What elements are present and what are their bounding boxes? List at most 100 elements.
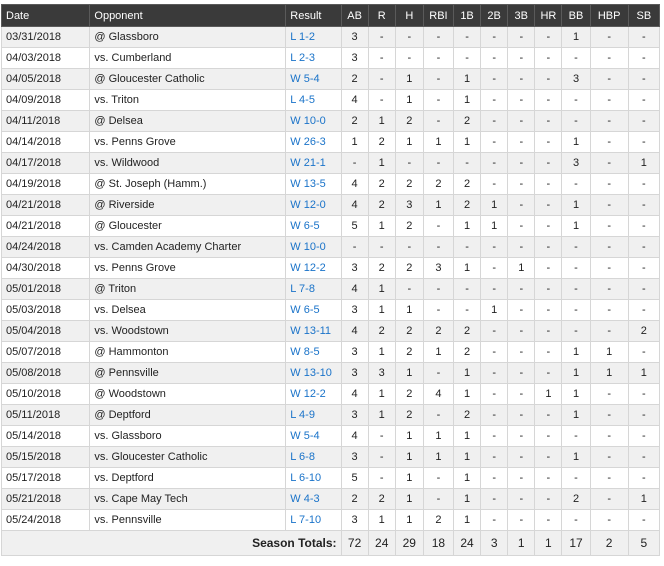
- stat-hbp: -: [589, 404, 629, 426]
- stat-h: 1: [394, 467, 424, 489]
- game-result-link[interactable]: W 10-0: [290, 115, 326, 127]
- game-result-link[interactable]: L 7-10: [290, 514, 322, 526]
- game-result-link[interactable]: L 4-5: [290, 94, 315, 106]
- column-header-2b: 2B: [480, 4, 509, 27]
- stat-hr: -: [534, 341, 563, 363]
- game-opponent: @ Hammonton: [89, 341, 287, 363]
- stat-sb: -: [627, 26, 661, 48]
- stat-1b: 1: [452, 488, 482, 510]
- game-result-link[interactable]: L 6-8: [290, 451, 315, 463]
- stat-3b: -: [507, 152, 536, 174]
- game-result-link[interactable]: W 13-11: [290, 325, 332, 337]
- column-header-result: Result: [285, 4, 342, 27]
- stat-rbi: 2: [422, 173, 455, 195]
- game-result-link[interactable]: L 7-8: [290, 283, 315, 295]
- stat-2b: -: [480, 47, 509, 69]
- stat-1b: -: [452, 152, 482, 174]
- table-row: 05/03/2018 vs. Delsea W 6-5 3 1 1- -1- - - - -: [0, 299, 661, 321]
- total-r: 24: [367, 530, 396, 556]
- stat-1b: 2: [452, 110, 482, 132]
- game-result-link[interactable]: W 8-5: [290, 346, 320, 358]
- stat-1b: 2: [452, 404, 482, 426]
- stat-bb: 1: [561, 194, 591, 216]
- stat-rbi: -: [422, 278, 455, 300]
- column-header-r: R: [367, 4, 396, 27]
- stat-2b: -: [480, 152, 509, 174]
- game-result-link[interactable]: W 13-10: [290, 367, 332, 379]
- game-result-cell: L 7-10: [285, 509, 342, 531]
- stat-bb: 1: [561, 446, 591, 468]
- stat-2b: -: [480, 236, 509, 258]
- stat-2b: -: [480, 173, 509, 195]
- stat-ab: 3: [340, 257, 369, 279]
- stat-hbp: -: [589, 488, 629, 510]
- stat-sb: -: [627, 257, 661, 279]
- game-result-link[interactable]: W 12-0: [290, 199, 326, 211]
- game-result-link[interactable]: W 5-4: [290, 73, 320, 85]
- stat-bb: -: [561, 299, 591, 321]
- column-header-3b: 3B: [507, 4, 536, 27]
- game-date: 04/24/2018: [0, 236, 91, 258]
- table-header: Date Opponent Result AB R H RBI 1B 2B 3B HR BB HBP SB: [0, 4, 661, 27]
- game-result-link[interactable]: W 12-2: [290, 388, 326, 400]
- table-row: 05/21/2018 vs. Cape May Tech W 4-3 2 2 1-1- - -…: [0, 488, 661, 510]
- table-row: 04/03/2018 vs. Cumberland L 2-3 3- - - - - - - - - -: [0, 47, 661, 69]
- stat-ab: 3: [340, 404, 369, 426]
- stat-rbi: 3: [422, 257, 455, 279]
- stat-hbp: -: [589, 446, 629, 468]
- game-result-link[interactable]: L 6-10: [290, 472, 322, 484]
- stat-h: -: [394, 152, 424, 174]
- game-result-link[interactable]: W 26-3: [290, 136, 326, 148]
- stat-r: 1: [367, 404, 396, 426]
- game-opponent: vs. Penns Grove: [89, 257, 287, 279]
- stat-bb: -: [561, 320, 591, 342]
- game-opponent: vs. Camden Academy Charter: [89, 236, 287, 258]
- stat-3b: -: [507, 446, 536, 468]
- game-result-link[interactable]: L 1-2: [290, 31, 315, 43]
- game-date: 05/08/2018: [0, 362, 91, 384]
- game-result-cell: W 13-10: [285, 362, 342, 384]
- stat-sb: -: [627, 236, 661, 258]
- game-result-link[interactable]: W 10-0: [290, 241, 326, 253]
- stat-rbi: -: [422, 299, 455, 321]
- stat-1b: 1: [452, 257, 482, 279]
- game-result-link[interactable]: W 13-5: [290, 178, 326, 190]
- game-date: 05/11/2018: [0, 404, 91, 426]
- game-opponent: @ Triton: [89, 278, 287, 300]
- stat-r: -: [367, 89, 396, 111]
- stat-h: 1: [394, 488, 424, 510]
- stat-3b: -: [507, 299, 536, 321]
- game-result-link[interactable]: W 12-2: [290, 262, 326, 274]
- column-header-ab: AB: [340, 4, 369, 27]
- game-result-link[interactable]: L 2-3: [290, 52, 315, 64]
- stat-1b: -: [452, 299, 482, 321]
- table-row: 05/14/2018 vs. Glassboro W 5-4 4-1 1 1- - - - - -: [0, 425, 661, 447]
- stat-sb: -: [627, 278, 661, 300]
- stat-hr: -: [534, 320, 563, 342]
- game-result-link[interactable]: W 6-5: [290, 304, 320, 316]
- stat-hbp: -: [589, 215, 629, 237]
- game-date: 04/03/2018: [0, 47, 91, 69]
- game-result-link[interactable]: W 4-3: [290, 493, 320, 505]
- stat-hbp: -: [589, 194, 629, 216]
- game-opponent: @ Woodstown: [89, 383, 287, 405]
- game-result-link[interactable]: W 5-4: [290, 430, 320, 442]
- game-result-link[interactable]: L 4-9: [290, 409, 315, 421]
- stat-hbp: -: [589, 320, 629, 342]
- game-result-cell: L 2-3: [285, 47, 342, 69]
- game-opponent: vs. Deptford: [89, 467, 287, 489]
- game-result-link[interactable]: W 21-1: [290, 157, 326, 169]
- game-date: 05/01/2018: [0, 278, 91, 300]
- stat-3b: -: [507, 68, 536, 90]
- total-sb: 5: [627, 530, 661, 556]
- stat-3b: -: [507, 236, 536, 258]
- game-result-cell: W 10-0: [285, 236, 342, 258]
- table-body: 03/31/2018 @ Glassboro L 1-2 3- - - - - - -1- -04/…: [0, 26, 661, 531]
- game-date: 05/24/2018: [0, 509, 91, 531]
- game-result-link[interactable]: W 6-5: [290, 220, 320, 232]
- stat-hbp: -: [589, 236, 629, 258]
- stat-1b: 2: [452, 194, 482, 216]
- column-header-sb: SB: [627, 4, 661, 27]
- stat-hbp: 1: [589, 362, 629, 384]
- stat-3b: -: [507, 47, 536, 69]
